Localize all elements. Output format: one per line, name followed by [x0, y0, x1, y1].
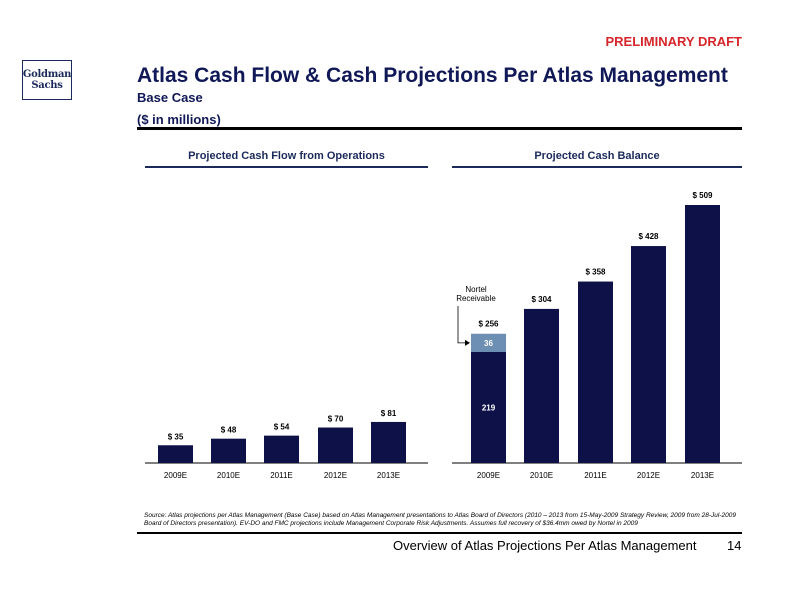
nortel-annotation-arrowhead: [465, 339, 470, 346]
cash-flow-value-label-2013E: $ 81: [381, 409, 397, 418]
cash-balance-category-label-2013E: 2013E: [691, 471, 714, 480]
footer-divider: [137, 532, 742, 534]
cash-balance-chart-rule: [452, 166, 742, 168]
preliminary-draft-label: PRELIMINARY DRAFT: [605, 34, 743, 49]
cash-flow-bar-2009E: [158, 445, 193, 463]
cash-flow-category-label-2012E: 2012E: [324, 471, 347, 480]
nortel-receivable-segment-2009E: [471, 333, 506, 352]
footer-section-title: Overview of Atlas Projections Per Atlas …: [393, 538, 697, 553]
cash-flow-category-label-2009E: 2009E: [164, 471, 187, 480]
page-number: 14: [727, 538, 742, 553]
cash-flow-value-label-2011E: $ 54: [274, 423, 290, 432]
receivable-segment-value-2009E: 36: [484, 339, 493, 348]
cash-balance-bar-2010E: [524, 308, 559, 463]
header-divider: [137, 127, 742, 130]
cash-balance-bar-2009E: [471, 351, 506, 463]
cash-balance-category-label-2010E: 2010E: [530, 471, 553, 480]
cash-flow-chart-rule: [145, 166, 428, 168]
cash-flow-bar-2010E: [211, 438, 246, 463]
logo-line-2: Sachs: [31, 80, 63, 91]
units-note: ($ in millions): [137, 112, 221, 127]
cash-flow-value-label-2009E: $ 35: [168, 432, 184, 441]
cash-balance-chart-title: Projected Cash Balance: [534, 150, 660, 162]
cash-flow-chart-title: Projected Cash Flow from Operations: [188, 150, 385, 162]
cash-balance-total-label-2009E: $ 256: [478, 320, 499, 329]
cash-balance-total-label-2012E: $ 428: [638, 232, 659, 241]
cash-flow-category-label-2011E: 2011E: [270, 471, 293, 480]
cash-segment-value-2009E: 219: [482, 403, 496, 412]
cash-flow-value-label-2010E: $ 48: [221, 426, 237, 435]
page-subtitle: Base Case: [137, 90, 203, 105]
cash-balance-bar-2012E: [631, 246, 666, 463]
cash-balance-total-label-2010E: $ 304: [531, 295, 552, 304]
logo-line-1: Goldman: [22, 69, 72, 80]
nortel-annotation-line-1: Nortel: [465, 285, 487, 294]
cash-flow-category-label-2010E: 2010E: [217, 471, 240, 480]
cash-balance-category-label-2011E: 2011E: [584, 471, 607, 480]
goldman-sachs-logo: Goldman Sachs: [22, 60, 72, 100]
nortel-annotation-line-2: Receivable: [456, 294, 496, 303]
source-note: Source: Atlas projections per Atlas Mana…: [144, 512, 736, 527]
page-title: Atlas Cash Flow & Cash Projections Per A…: [137, 64, 728, 87]
cash-balance-category-label-2012E: 2012E: [637, 471, 660, 480]
cash-flow-bar-2011E: [264, 435, 299, 463]
cash-flow-category-label-2013E: 2013E: [377, 471, 400, 480]
cash-balance-bar-2011E: [578, 281, 613, 463]
cash-balance-total-label-2013E: $ 509: [692, 191, 713, 200]
cash-flow-bar-2013E: [371, 421, 406, 463]
cash-flow-bar-2012E: [318, 427, 353, 463]
nortel-annotation-connector: [457, 306, 467, 344]
cash-balance-category-label-2009E: 2009E: [477, 471, 500, 480]
cash-flow-value-label-2012E: $ 70: [328, 415, 344, 424]
cash-balance-bar-2013E: [685, 205, 720, 463]
cash-balance-total-label-2011E: $ 358: [585, 268, 606, 277]
